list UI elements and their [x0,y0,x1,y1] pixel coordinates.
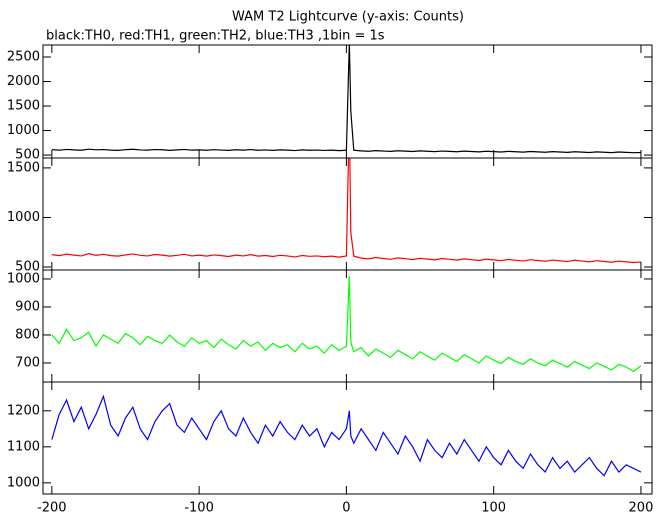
y-tick-label: 700 [15,355,40,370]
y-tick-label: 1500 [7,99,40,114]
panel-frame [42,381,653,495]
y-tick-label: 1100 [7,439,40,454]
x-tick-label: -200 [37,501,67,515]
y-tick-label: 1000 [7,123,40,138]
y-tick-label: 500 [15,148,40,163]
y-tick-label: 1500 [7,160,40,175]
plot-area [51,45,641,154]
y-tick-label: 1200 [7,403,40,418]
x-tick-label: 0 [342,501,350,515]
chart-title: WAM T2 Lightcurve (y-axis: Counts) [232,10,464,25]
y-tick-label: 800 [15,327,40,342]
data-line [51,158,641,264]
x-tick-label: 200 [629,501,654,515]
y-tick-label: 1000 [7,271,40,286]
plot-area [51,394,642,477]
data-line [51,45,641,154]
y-tick-label: 2000 [7,74,40,89]
chart-subtitle: black:TH0, red:TH1, green:TH2, blue:TH3 … [46,29,385,44]
plot-area [51,276,642,373]
y-tick-label: 900 [15,299,40,314]
data-line [51,394,642,477]
x-tick-label: 100 [481,501,506,515]
y-tick-label: 2500 [7,50,40,65]
y-tick-label: 1000 [7,475,40,490]
data-line [51,276,642,373]
plot-area [51,158,641,264]
y-tick-label: 500 [15,260,40,275]
x-tick-label: -100 [184,501,214,515]
y-tick-label: 1000 [7,210,40,225]
